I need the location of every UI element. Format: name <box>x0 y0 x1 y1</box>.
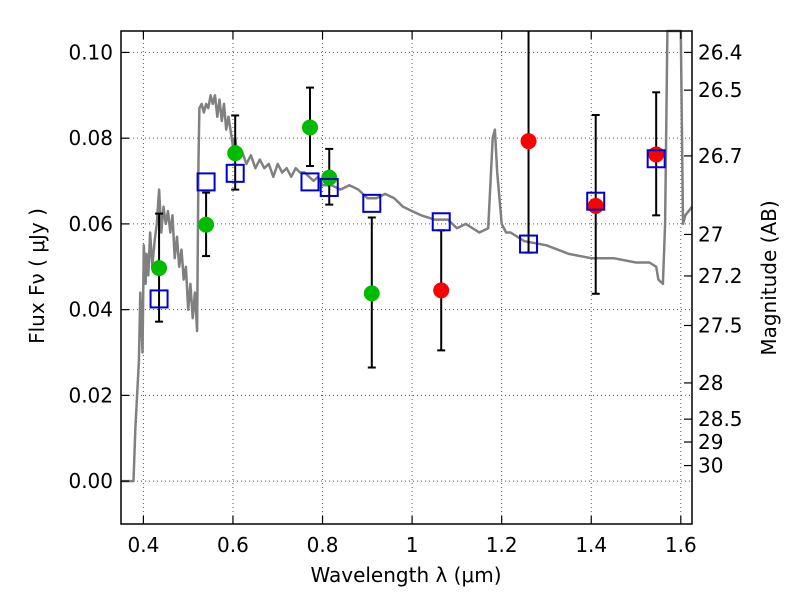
model-flux-square <box>646 149 666 169</box>
model-flux-square <box>586 191 606 211</box>
model-flux-square <box>431 212 451 232</box>
y-tick-label: 0.04 <box>68 298 113 322</box>
data-points-layer <box>149 119 666 309</box>
x-tick-label: 0.8 <box>307 533 339 557</box>
model-flux-square <box>300 172 320 192</box>
optical-data-point <box>363 285 380 302</box>
x-tick-label: 1 <box>406 533 419 557</box>
mag-tick-label: 26.7 <box>698 144 743 168</box>
nir-data-point <box>648 146 665 163</box>
model-flux-square <box>196 172 216 192</box>
y-tick-label: 0.06 <box>68 212 113 236</box>
y-tick-label: 0.02 <box>68 383 113 407</box>
x-tick-label: 1.4 <box>575 533 607 557</box>
x-tick-label: 1.6 <box>665 533 697 557</box>
x-axis-label: Wavelength λ (μm) <box>310 563 501 587</box>
nir-data-point <box>520 133 537 150</box>
plot-frame <box>120 30 693 525</box>
mag-tick-label: 28 <box>698 371 723 395</box>
optical-data-point <box>227 145 244 162</box>
x-tick-label: 1.2 <box>486 533 518 557</box>
x-tick-label: 0.6 <box>217 533 249 557</box>
magnitude-axis-label: Magnitude (AB) <box>757 200 781 355</box>
y-tick-label: 0.00 <box>68 469 113 493</box>
mag-tick-label: 26.4 <box>698 40 743 64</box>
mag-tick-label: 28.5 <box>698 407 743 431</box>
error-bars-layer <box>155 31 661 369</box>
nir-data-point <box>587 197 604 214</box>
optical-data-point <box>151 260 168 277</box>
mag-tick-label: 27 <box>698 222 723 246</box>
optical-data-point <box>198 216 215 233</box>
x-tick-label: 0.4 <box>127 533 159 557</box>
model-flux-square <box>225 163 245 183</box>
model-flux-square <box>149 289 169 309</box>
y-axis-label: Flux Fν ( μJy ) <box>25 208 49 344</box>
optical-data-point <box>321 169 338 186</box>
model-flux-square <box>519 234 539 254</box>
mag-tick-label: 26.5 <box>698 78 743 102</box>
model-flux-square <box>362 193 382 213</box>
x-axis-ticks: 0.4 0.6 0.8 1 1.2 1.4 1.6 <box>127 31 697 557</box>
nir-data-point <box>433 282 450 299</box>
optical-data-point <box>301 119 318 136</box>
y-axis-ticks: 0.00 0.02 0.04 0.06 0.08 0.10 <box>68 40 129 493</box>
y-tick-label: 0.08 <box>68 126 113 150</box>
mag-tick-label: 27.2 <box>698 264 743 288</box>
model-flux-square <box>319 177 339 197</box>
mag-tick-label: 27.5 <box>698 313 743 337</box>
y-tick-label: 0.10 <box>68 40 113 64</box>
mag-tick-label: 29 <box>698 430 723 454</box>
mag-tick-label: 30 <box>698 454 723 478</box>
